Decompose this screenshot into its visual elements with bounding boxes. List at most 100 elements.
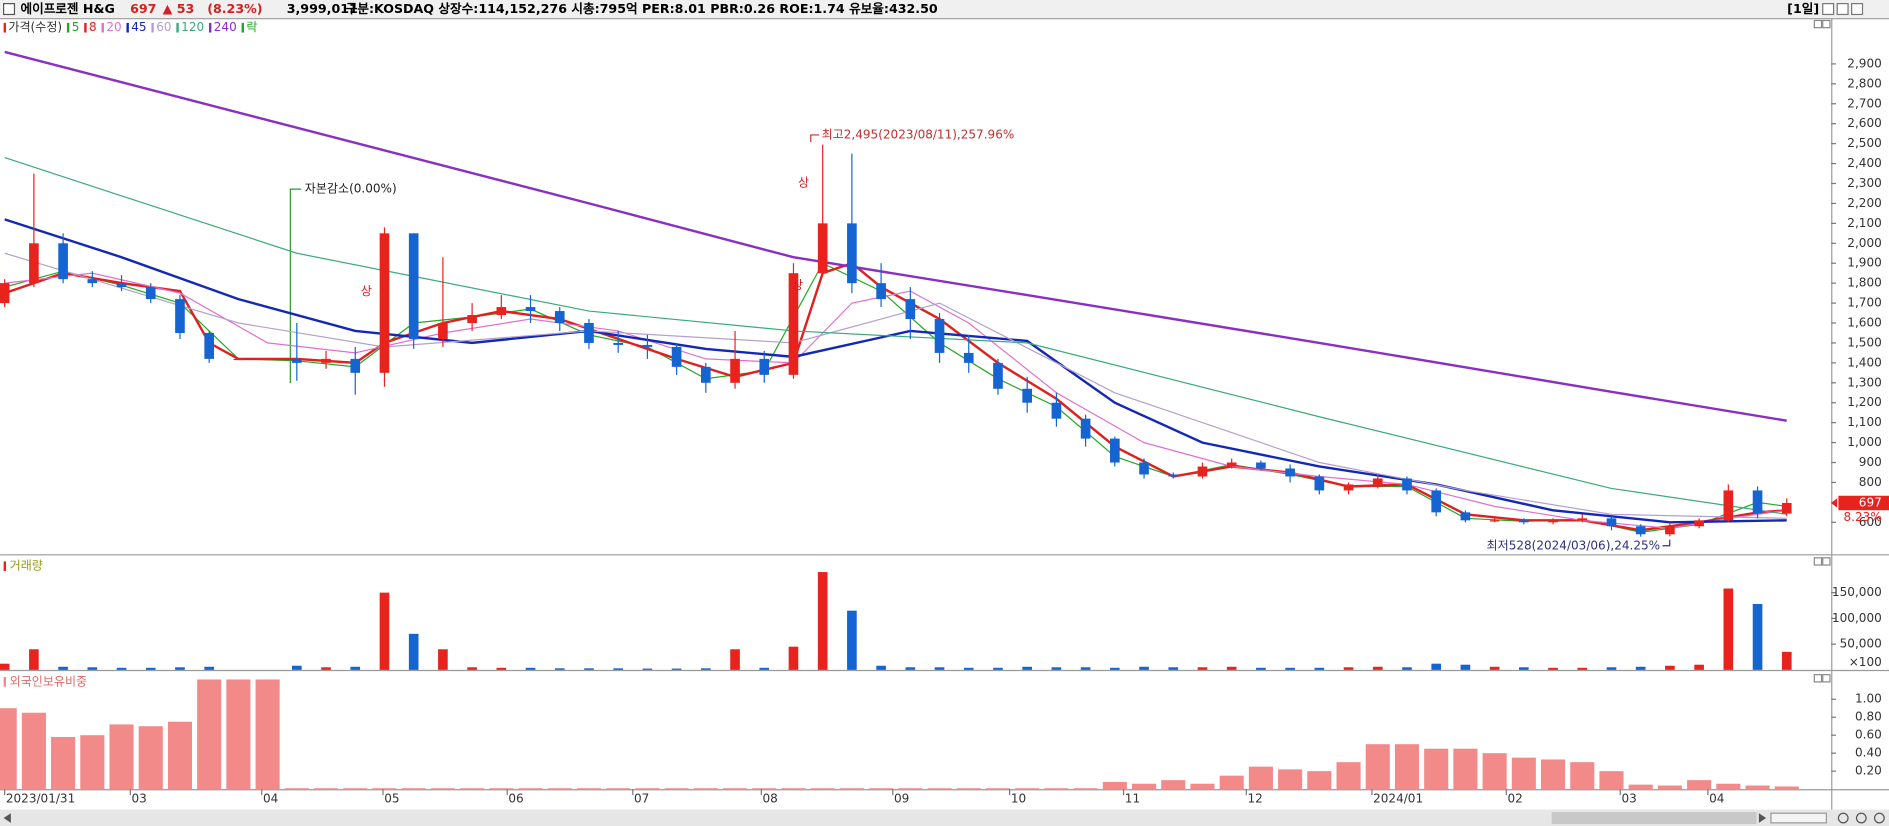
scroll-right[interactable]	[1758, 813, 1767, 823]
bar	[1248, 766, 1273, 790]
candle-body	[1519, 520, 1529, 523]
bar	[379, 592, 390, 670]
bar	[1665, 665, 1675, 670]
bar	[1453, 748, 1478, 790]
y-tick-label: 100,000	[1832, 611, 1882, 625]
scroll-thumb[interactable]	[1551, 812, 1757, 825]
bar	[438, 649, 448, 670]
panel-button[interactable]	[1822, 557, 1831, 566]
x-tick-label: 05	[384, 791, 399, 805]
legend-label: 240	[214, 20, 237, 34]
bar	[1460, 664, 1471, 670]
x-tick-label: 2023/01/31	[6, 791, 75, 805]
panel-button[interactable]	[1813, 557, 1823, 566]
bar	[1051, 667, 1062, 670]
bar	[1080, 667, 1091, 670]
bar	[1131, 783, 1157, 790]
candle-body	[204, 332, 214, 359]
candle-body	[817, 223, 828, 274]
x-tick-label: 11	[1125, 791, 1140, 805]
limit-up-marker: 상	[798, 176, 809, 190]
bar	[321, 667, 331, 670]
y-tick-label: 1,800	[1847, 276, 1881, 290]
bar	[1548, 667, 1558, 670]
x-tick-label: 2024/01	[1373, 791, 1423, 805]
bar	[613, 668, 624, 670]
candle-body	[1256, 462, 1266, 469]
bar	[1139, 666, 1149, 670]
bar	[525, 667, 536, 670]
bar	[584, 668, 594, 670]
change-pct: (8.23%)	[207, 1, 262, 16]
bar	[226, 679, 251, 790]
panel-button[interactable]	[1813, 19, 1823, 29]
window-button[interactable]	[1822, 3, 1835, 16]
zoom-reset[interactable]	[1873, 812, 1885, 824]
candle-body	[1402, 478, 1412, 491]
bar	[664, 788, 689, 790]
period[interactable]: [1일]	[1787, 1, 1819, 16]
low-arrow	[1662, 539, 1671, 547]
bar	[956, 788, 981, 790]
bar	[109, 724, 134, 790]
bar	[839, 788, 864, 790]
zoom-in[interactable]	[1855, 812, 1867, 824]
moving-average-line	[4, 50, 1787, 422]
bar	[87, 667, 98, 670]
bar	[145, 667, 156, 670]
legend-swatch	[84, 22, 87, 33]
legend-label: 가격(수정)	[8, 20, 62, 34]
bar	[898, 788, 923, 790]
bar	[847, 610, 857, 670]
candle-body	[525, 307, 536, 312]
candle-body	[29, 243, 39, 284]
candle-body	[1197, 466, 1208, 477]
bar	[21, 712, 46, 790]
bar	[1752, 603, 1763, 670]
legend-swatch	[126, 22, 129, 33]
bar	[993, 667, 1003, 670]
info: 구분:KOSDAQ 상장수:114,152,276 시총:795억 PER:8.…	[346, 1, 938, 16]
bar	[1482, 753, 1507, 790]
checkbox[interactable]	[3, 3, 16, 16]
candle-body	[1548, 520, 1558, 523]
candle-body	[87, 279, 98, 284]
bar	[905, 667, 916, 670]
bar	[292, 665, 302, 670]
bar	[1022, 666, 1033, 670]
stock-name: 에이프로젠 H&G	[20, 1, 114, 16]
panel-button[interactable]	[1822, 674, 1831, 683]
bar	[1314, 667, 1325, 670]
bar	[58, 666, 68, 670]
zoom-out[interactable]	[1837, 812, 1849, 824]
bar	[0, 708, 17, 790]
bar	[1628, 784, 1653, 790]
x-tick-label: 03	[1621, 791, 1636, 805]
bar	[1519, 667, 1529, 670]
window-button[interactable]	[1851, 3, 1864, 16]
bar	[701, 668, 711, 670]
panel-button[interactable]	[1813, 674, 1823, 683]
bar	[1219, 775, 1244, 790]
bar	[1774, 786, 1799, 790]
scrollbar[interactable]	[0, 809, 1889, 826]
candle-body	[350, 358, 361, 373]
current-price-box	[1838, 495, 1889, 511]
bar	[1489, 666, 1500, 670]
zoom-slider[interactable]	[1770, 812, 1827, 824]
bar	[1716, 783, 1741, 790]
window-button[interactable]	[1836, 3, 1849, 16]
y-tick-label: 2,800	[1847, 76, 1881, 90]
bar	[547, 788, 572, 790]
y-tick-label: 900	[1859, 455, 1882, 469]
legend-swatch	[101, 22, 104, 33]
candle-body	[1314, 476, 1325, 491]
bar	[1599, 771, 1624, 790]
scroll-left[interactable]	[3, 813, 11, 823]
bar	[80, 735, 105, 790]
legend-swatch	[66, 22, 70, 33]
current-price: 697	[1859, 495, 1882, 509]
panel-button[interactable]	[1822, 19, 1831, 29]
